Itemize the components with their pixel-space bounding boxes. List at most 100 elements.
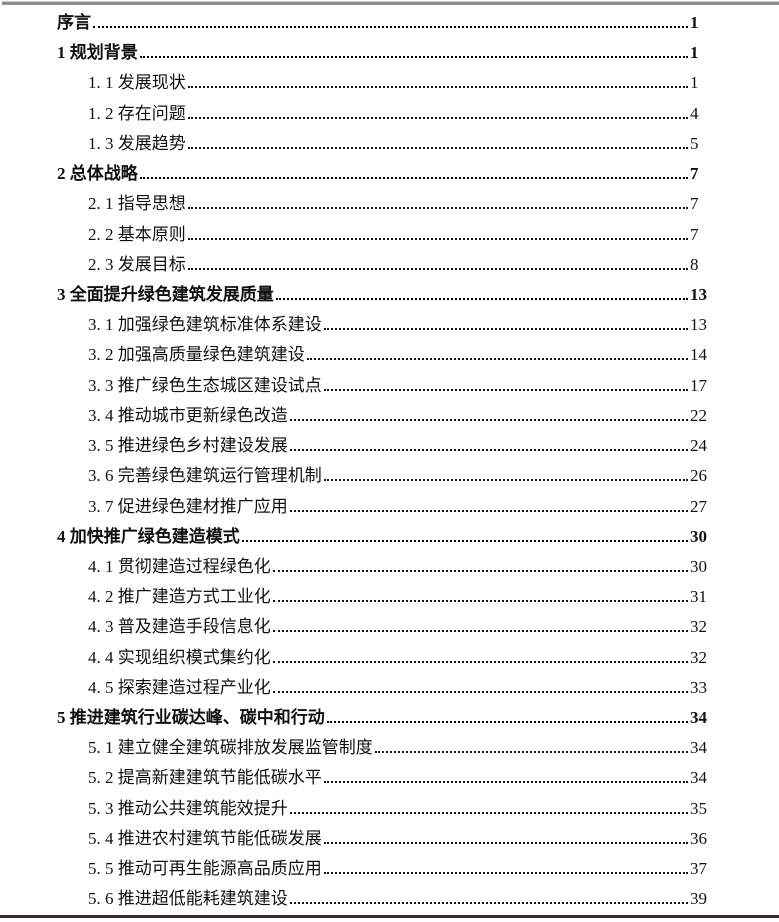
page-number: 5 <box>690 133 699 153</box>
toc-entry-label: 5 推进建筑行业碳达峰、碳中和行动 <box>57 708 325 728</box>
leader-dots <box>323 841 688 844</box>
leader-dots <box>306 358 688 361</box>
toc-entry[interactable]: 5. 5 推动可再生能源高品质应用 37 <box>0 854 779 884</box>
toc-entry[interactable]: 4. 5 探索建造过程产业化 33 <box>0 673 779 703</box>
leader-dots <box>139 56 688 59</box>
leader-dots <box>139 177 688 180</box>
toc-entry-label: 1. 1 发展现状 <box>88 73 186 93</box>
page-number: 36 <box>690 828 707 848</box>
leader-dots <box>323 388 688 391</box>
toc-entry[interactable]: 5. 3 推动公共建筑能效提升 35 <box>0 794 779 824</box>
page-number: 34 <box>690 768 707 788</box>
page-number: 4 <box>690 103 699 123</box>
toc-entry-label: 序言 <box>57 13 91 32</box>
page-number: 34 <box>690 708 707 728</box>
leader-dots <box>374 751 688 754</box>
toc-list: 序言 1 1 规划背景 1 1. 1 发展现状 1 1. 2 存在问题 4 1. 3 发展趋势 5… <box>0 8 779 915</box>
toc-entry[interactable]: 4. 3 普及建造手段信息化 32 <box>0 612 779 642</box>
toc-entry-label: 2. 3 发展目标 <box>88 254 186 274</box>
page-number: 32 <box>690 647 707 667</box>
toc-entry[interactable]: 1 规划背景 1 <box>0 38 779 68</box>
toc-entry[interactable]: 3. 2 加强高质量绿色建筑建设 14 <box>0 340 779 370</box>
leader-dots <box>272 630 688 633</box>
toc-entry-label: 3. 3 推广绿色生态城区建设试点 <box>88 375 322 395</box>
page-number: 7 <box>690 224 699 244</box>
toc-entry-label: 5. 4 推进农村建筑节能低碳发展 <box>88 828 322 848</box>
page-number: 1 <box>690 73 699 93</box>
leader-dots <box>326 721 688 724</box>
page-bottom-edge <box>0 915 779 918</box>
page-number: 34 <box>690 738 707 758</box>
page-number: 13 <box>690 284 707 304</box>
leader-dots <box>289 418 688 421</box>
toc-entry[interactable]: 2 总体战略 7 <box>0 159 779 189</box>
toc-entry-label: 2. 2 基本原则 <box>88 224 186 244</box>
toc-entry[interactable]: 5. 6 推进超低能耗建筑建设 39 <box>0 884 779 914</box>
toc-entry-label: 4. 2 推广建造方式工业化 <box>88 587 271 607</box>
toc-entry-label: 4. 1 贯彻建造过程绿色化 <box>88 556 271 576</box>
toc-entry[interactable]: 3 全面提升绿色建筑发展质量 13 <box>0 280 779 310</box>
page-number: 7 <box>690 164 699 184</box>
leader-dots <box>323 872 688 875</box>
leader-dots <box>272 569 688 572</box>
toc-entry-label: 5. 6 推进超低能耗建筑建设 <box>88 889 288 909</box>
page-number: 24 <box>690 436 707 456</box>
leader-dots <box>187 267 688 270</box>
leader-dots <box>272 600 688 603</box>
toc-entry-label: 5. 5 推动可再生能源高品质应用 <box>88 859 322 879</box>
toc-entry[interactable]: 4. 1 贯彻建造过程绿色化 30 <box>0 552 779 582</box>
toc-entry[interactable]: 2. 1 指导思想 7 <box>0 189 779 219</box>
toc-entry-label: 1. 2 存在问题 <box>88 103 186 123</box>
leader-dots <box>323 479 688 482</box>
toc-entry[interactable]: 4. 2 推广建造方式工业化 31 <box>0 582 779 612</box>
toc-entry[interactable]: 4. 4 实现组织模式集约化 32 <box>0 643 779 673</box>
leader-dots <box>93 26 688 28</box>
toc-entry[interactable]: 2. 2 基本原则 7 <box>0 220 779 250</box>
toc-entry[interactable]: 1. 3 发展趋势 5 <box>0 129 779 159</box>
toc-entry-label: 1. 3 发展趋势 <box>88 133 186 153</box>
toc-entry[interactable]: 5. 4 推进农村建筑节能低碳发展 36 <box>0 824 779 854</box>
toc-entry[interactable]: 5. 1 建立健全建筑碳排放发展监管制度 34 <box>0 733 779 763</box>
leader-dots <box>187 146 688 149</box>
page-number: 7 <box>690 194 699 214</box>
leader-dots <box>272 690 688 693</box>
toc-entry[interactable]: 1. 1 发展现状 1 <box>0 68 779 98</box>
toc-entry[interactable]: 4 加快推广绿色建造模式 30 <box>0 522 779 552</box>
leader-dots <box>323 781 688 784</box>
leader-dots <box>289 509 688 512</box>
toc-entry-label: 3. 4 推动城市更新绿色改造 <box>88 405 288 425</box>
page-number: 17 <box>690 375 707 395</box>
leader-dots <box>289 811 688 814</box>
toc-entry-label: 3. 1 加强绿色建筑标准体系建设 <box>88 315 322 335</box>
toc-entry-label: 1 规划背景 <box>57 43 138 63</box>
leader-dots <box>275 297 688 300</box>
page-number: 1 <box>690 13 699 32</box>
toc-entry-label: 2 总体战略 <box>57 164 138 184</box>
toc-entry[interactable]: 1. 2 存在问题 4 <box>0 99 779 129</box>
toc-entry-label: 3. 2 加强高质量绿色建筑建设 <box>88 345 305 365</box>
leader-dots <box>323 328 688 331</box>
leader-dots <box>187 116 688 119</box>
toc-entry-label: 4 加快推广绿色建造模式 <box>57 526 240 546</box>
toc-entry[interactable]: 5. 2 提高新建建筑节能低碳水平 34 <box>0 763 779 793</box>
toc-entry[interactable]: 2. 3 发展目标 8 <box>0 250 779 280</box>
page-number: 31 <box>690 587 707 607</box>
page-number: 35 <box>690 798 707 818</box>
toc-entry[interactable]: 序言 1 <box>0 8 779 38</box>
toc-entry[interactable]: 3. 6 完善绿色建筑运行管理机制 26 <box>0 461 779 491</box>
toc-entry[interactable]: 3. 1 加强绿色建筑标准体系建设 13 <box>0 310 779 340</box>
toc-entry[interactable]: 3. 4 推动城市更新绿色改造 22 <box>0 401 779 431</box>
toc-entry[interactable]: 5 推进建筑行业碳达峰、碳中和行动 34 <box>0 703 779 733</box>
toc-entry-label: 4. 4 实现组织模式集约化 <box>88 647 271 667</box>
toc-entry[interactable]: 3. 7 促进绿色建材推广应用 27 <box>0 492 779 522</box>
toc-entry-label: 3. 6 完善绿色建筑运行管理机制 <box>88 466 322 486</box>
page-number: 39 <box>690 889 707 909</box>
page-number: 22 <box>690 405 707 425</box>
leader-dots <box>289 902 688 905</box>
page-number: 26 <box>690 466 707 486</box>
toc-entry[interactable]: 3. 5 推进绿色乡村建设发展 24 <box>0 431 779 461</box>
toc-entry-label: 5. 2 提高新建建筑节能低碳水平 <box>88 768 322 788</box>
leader-dots <box>272 660 688 663</box>
toc-entry[interactable]: 3. 3 推广绿色生态城区建设试点 17 <box>0 371 779 401</box>
